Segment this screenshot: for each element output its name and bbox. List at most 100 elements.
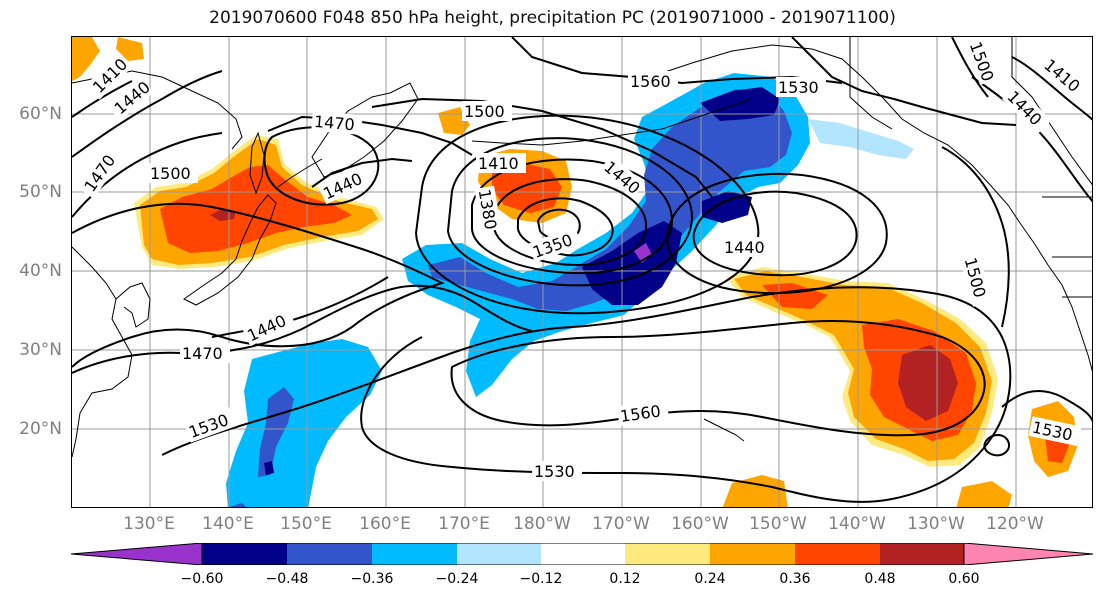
map-canvas: 1410 1440 1470 1500 1440 1470 1500 1530 … — [72, 37, 1092, 507]
colorbar-label-024: 0.24 — [694, 571, 726, 587]
contour-1530-north — [791, 37, 1017, 126]
colorbar-frame — [201, 543, 965, 565]
colorbar-label-neg036: −0.36 — [350, 571, 394, 587]
lat-label-20n: 20°N — [19, 419, 62, 439]
contour-label-bg — [474, 185, 502, 233]
contour-1500-sweep — [72, 202, 445, 368]
colorbar-label-048: 0.48 — [864, 571, 896, 587]
contour-1530-east — [1001, 390, 1092, 423]
contour-label-bg — [476, 153, 526, 173]
contour-1440-nw — [72, 70, 223, 158]
precip-anomaly-main-navy-2 — [700, 87, 780, 121]
precip-anomaly-south-orange — [722, 475, 788, 507]
kurile-islands — [277, 158, 323, 188]
contour-label-bg — [184, 406, 238, 443]
contour-label-bg — [462, 101, 512, 121]
us-states-lines — [1042, 196, 1092, 298]
precip-anomaly-japan-red — [160, 165, 352, 253]
lon-label-160e: 160°E — [359, 514, 411, 534]
contour-1500-north — [371, 97, 713, 198]
contour-label-1500-east: 1500 — [961, 255, 990, 299]
lon-label-150w: 150°W — [749, 514, 807, 534]
contour-low-ring-1410 — [446, 137, 694, 287]
height-contours — [72, 37, 1092, 503]
lon-label-170e: 170°E — [438, 514, 490, 534]
asia-coastline — [72, 246, 133, 458]
precip-anomaly-sw-blue — [258, 387, 294, 477]
contour-label-bg — [318, 164, 372, 205]
colorbar-segment-10 — [963, 543, 1094, 565]
contour-label-1560-south: 1560 — [619, 401, 662, 425]
colorbar-segment-7 — [710, 543, 795, 565]
contour-label-bg — [528, 226, 582, 263]
japan-coastline — [183, 194, 277, 306]
contour-label-bg — [965, 37, 999, 86]
contour-label-bg — [1028, 416, 1082, 447]
contour-label-bg — [77, 151, 119, 199]
contour-label-bg — [776, 77, 826, 97]
precip-anomaly-sw-navy — [264, 461, 274, 475]
colorbar-label-neg024: −0.24 — [435, 571, 479, 587]
contour-label-1440-southwest: 1440 — [244, 311, 289, 345]
contour-1440-north — [311, 157, 413, 188]
contour-1470-east-ring — [666, 172, 888, 295]
precip-anomaly-south-orange-2 — [956, 481, 1012, 507]
precip-anomaly-nw-corner-2 — [116, 37, 144, 61]
lon-label-150e: 150°E — [280, 514, 332, 534]
lon-label-130e: 130°E — [123, 514, 175, 534]
colorbar-segment-3 — [372, 543, 457, 565]
korea-coastline — [115, 282, 151, 328]
colorbar-label-neg012: −0.12 — [519, 571, 563, 587]
contour-1440-ne — [971, 76, 1092, 203]
colorbar-label-neg048: −0.48 — [265, 571, 309, 587]
contour-1410-nw — [72, 80, 133, 118]
contour-small-ring-east — [983, 434, 1010, 457]
contour-label-bg — [148, 163, 198, 183]
contour-label-bg — [722, 237, 772, 257]
contour-label-bg — [598, 155, 646, 199]
precip-anomaly-main-navy-3 — [702, 191, 752, 223]
contour-label-bg — [180, 343, 230, 363]
colorbar-segment-4 — [457, 543, 541, 565]
lon-label-140e: 140°E — [202, 514, 254, 534]
contour-label-bg — [242, 306, 296, 347]
lat-label-50n: 50°N — [19, 182, 62, 202]
colorbar-segment-9 — [880, 543, 964, 565]
lat-label-60n: 60°N — [19, 104, 62, 124]
colorbar-segment-5 — [541, 543, 625, 565]
contour-label-bg — [628, 71, 678, 91]
map-title: 2019070600 F048 850 hPa height, precipit… — [209, 8, 896, 28]
colorbar-segment-8 — [795, 543, 880, 565]
lon-label-130w: 130°W — [907, 514, 965, 534]
contour-label-1500-nw: 1500 — [150, 164, 191, 183]
colorbar-label-060: 0.60 — [948, 571, 980, 587]
contour-label-1500-aleutian: 1500 — [464, 102, 505, 121]
contour-label-1440-east-ring: 1440 — [724, 238, 765, 257]
north-america-coastline — [1019, 222, 1092, 372]
precip-anomaly-lower-left-blue — [228, 503, 246, 507]
lon-label-170w: 170°W — [592, 514, 650, 534]
lon-label-140w: 140°W — [828, 514, 886, 534]
contour-1470-southwest — [72, 284, 533, 374]
map-panel: 1410 1440 1470 1500 1440 1470 1500 1530 … — [71, 36, 1093, 508]
contour-label-1530-south: 1530 — [534, 462, 575, 481]
contour-label-bg — [1038, 53, 1086, 97]
contour-label-bg — [85, 54, 131, 100]
contour-1440-southwest — [211, 276, 389, 338]
aleutian-islands — [471, 98, 753, 146]
colorbar-label-neg060: −0.60 — [180, 571, 224, 587]
hawaii-islands — [703, 418, 745, 442]
contour-label-1410-low: 1410 — [478, 154, 519, 173]
contour-1560-south — [450, 319, 986, 437]
contour-label-bg — [532, 461, 582, 481]
contour-label-1500-ne: 1500 — [966, 39, 998, 84]
precip-anomaly-east-dark — [898, 345, 958, 421]
contour-label-group: 1410 1440 1470 1500 1440 1470 1500 1530 … — [77, 37, 1086, 481]
precip-shading — [72, 37, 1078, 507]
contour-1470-ne — [951, 37, 989, 98]
contour-low-ring-outer — [414, 114, 760, 315]
lon-label-180w: 180°W — [513, 514, 571, 534]
lat-label-40n: 40°N — [19, 261, 62, 281]
contour-1410-ne — [1011, 56, 1092, 121]
colorbar-label-036: 0.36 — [779, 571, 811, 587]
